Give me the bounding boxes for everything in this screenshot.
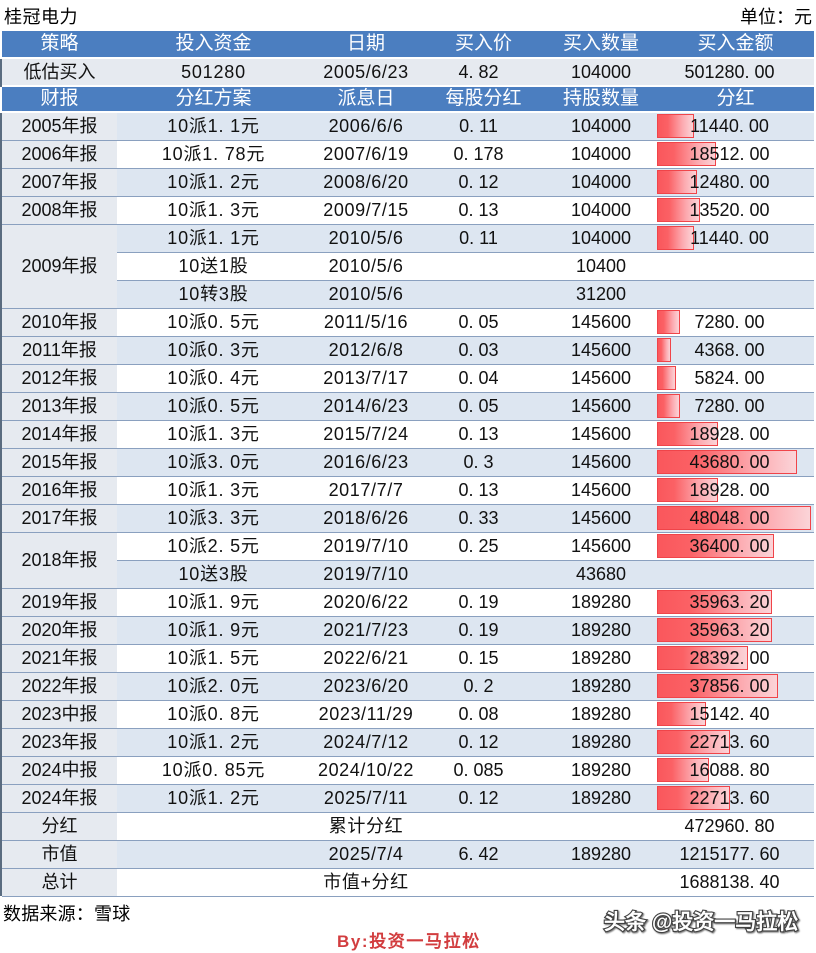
svg-text:头条 @投资一马拉松: 头条 @投资一马拉松 bbox=[604, 910, 798, 934]
